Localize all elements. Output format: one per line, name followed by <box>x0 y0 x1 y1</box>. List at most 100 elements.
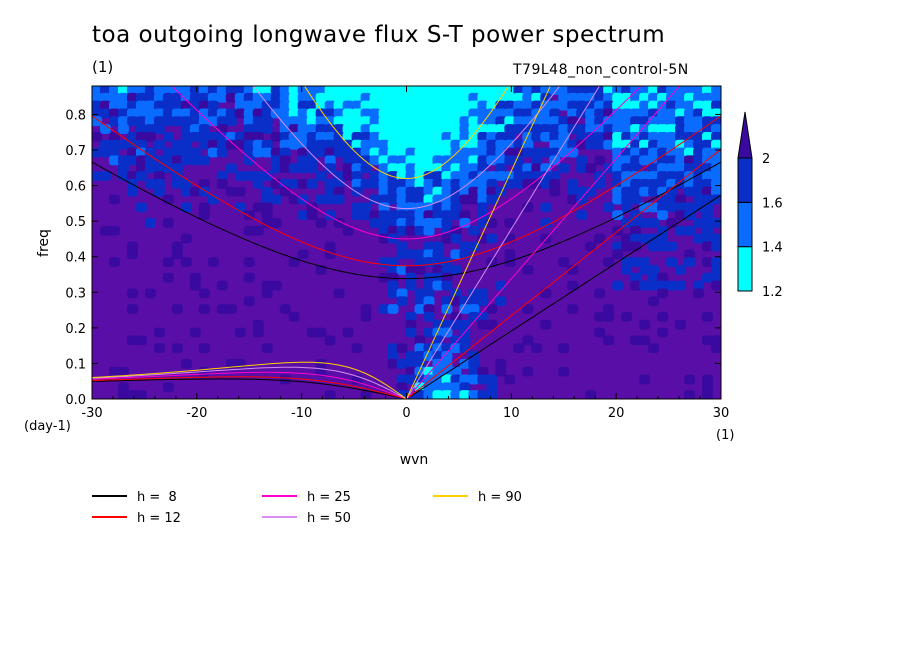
field-cell <box>117 390 129 399</box>
field-cell <box>243 124 255 134</box>
field-cell <box>378 139 390 150</box>
field-cell <box>369 86 381 95</box>
field-cell <box>504 116 516 127</box>
field-cell <box>441 100 453 111</box>
field-cell <box>360 178 372 189</box>
field-cell <box>423 92 435 103</box>
field-cell <box>396 249 408 260</box>
field-cell <box>189 155 201 166</box>
field-cell <box>621 124 633 134</box>
kelvin-curve <box>406 194 721 399</box>
field-cell <box>279 92 291 103</box>
field-cell <box>486 100 498 111</box>
field-cell <box>405 249 417 260</box>
y-tick-label: 0.7 <box>65 144 86 159</box>
field-cell <box>675 131 687 142</box>
field-cell <box>486 131 498 142</box>
field-cell <box>612 100 624 111</box>
field-cell <box>468 92 480 103</box>
field-cell <box>162 272 174 283</box>
field-cell <box>198 155 210 166</box>
field-cell <box>684 124 696 134</box>
field-cell <box>360 202 372 213</box>
field-cell <box>594 92 606 103</box>
field-cell <box>504 92 516 103</box>
field-cell <box>666 86 678 95</box>
field-cell <box>495 124 507 134</box>
field-cell <box>198 178 210 189</box>
field-cell <box>144 147 156 158</box>
field-cell <box>396 374 408 385</box>
field-cell <box>225 108 237 119</box>
field-cell <box>189 124 201 134</box>
field-cell <box>234 358 246 369</box>
field-cell <box>207 108 219 119</box>
field-cell <box>414 147 426 158</box>
field-cell <box>477 288 489 299</box>
field-cell <box>414 218 426 228</box>
field-cell <box>567 280 579 291</box>
legend-label: h = 25 <box>307 490 351 505</box>
field-cell <box>162 382 174 393</box>
field-cell <box>495 147 507 158</box>
field-cell <box>540 124 552 134</box>
colorbar-extend-triangle <box>737 111 753 159</box>
y-tick-label: 0.0 <box>65 393 86 408</box>
field-cell <box>450 100 462 111</box>
field-cell <box>594 288 606 299</box>
field-cell <box>378 86 390 95</box>
field-cell <box>198 124 210 134</box>
field-cell <box>423 390 435 399</box>
field-cell <box>396 264 408 275</box>
field-cell <box>486 178 498 189</box>
field-cell <box>540 147 552 158</box>
field-cell <box>522 163 534 174</box>
field-cell <box>711 218 721 228</box>
field-cell <box>297 249 309 260</box>
field-cell <box>135 131 147 142</box>
field-cell <box>396 241 408 252</box>
field-cell <box>450 233 462 244</box>
field-cell <box>504 218 516 228</box>
field-cell <box>459 210 471 221</box>
field-cell <box>450 155 462 166</box>
field-cell <box>162 257 174 267</box>
field-cell <box>261 288 273 299</box>
field-cell <box>576 124 588 134</box>
field-cell <box>675 202 687 213</box>
field-cell <box>657 171 669 181</box>
field-cell <box>549 116 561 127</box>
field-cell <box>693 124 705 134</box>
field-cell <box>648 147 660 158</box>
field-cell <box>432 264 444 275</box>
field-cell <box>459 86 471 95</box>
field-cell <box>666 100 678 111</box>
field-cell <box>387 124 399 134</box>
field-cell <box>468 288 480 299</box>
field-cell <box>630 186 642 197</box>
field-cell <box>576 186 588 197</box>
field-cell <box>99 225 111 236</box>
field-cell <box>441 139 453 150</box>
field-cell <box>684 202 696 213</box>
field-cell <box>693 186 705 197</box>
field-cell <box>432 390 444 399</box>
field-cell <box>252 327 264 338</box>
field-cell <box>504 171 516 181</box>
field-cell <box>441 163 453 174</box>
field-cell <box>432 366 444 377</box>
field-cell <box>513 108 525 119</box>
field-cell <box>189 327 201 338</box>
field-cell <box>441 319 453 330</box>
field-cell <box>342 108 354 119</box>
field-cell <box>711 178 721 189</box>
field-cell <box>432 147 444 158</box>
field-cell <box>387 186 399 197</box>
field-cell <box>621 311 633 322</box>
field-cell <box>387 225 399 236</box>
field-cell <box>153 116 165 127</box>
field-cell <box>288 116 300 127</box>
field-cell <box>657 163 669 174</box>
x-tick-label: 30 <box>713 406 730 421</box>
